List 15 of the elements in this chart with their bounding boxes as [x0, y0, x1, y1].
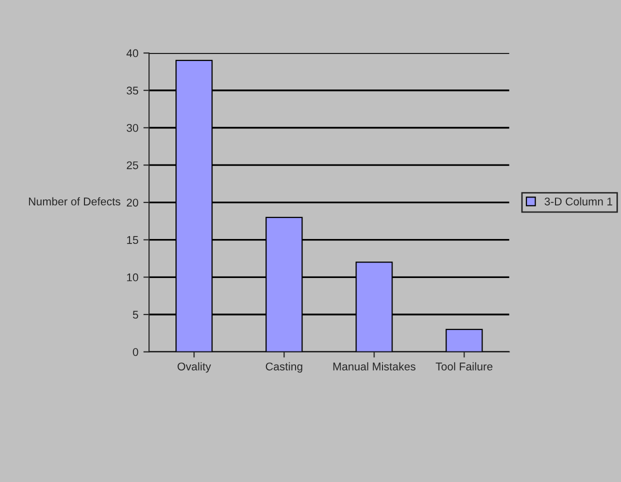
y-tick-label: 35 — [126, 86, 138, 95]
y-tick-label: 0 — [132, 348, 138, 356]
y-tick-label: 30 — [126, 124, 138, 132]
y-tick-label: 5 — [132, 310, 138, 319]
x-tick-label: Ovality — [178, 362, 212, 373]
legend-label: 3-D Column 1 — [544, 197, 612, 206]
x-tick-label: Tool Failure — [436, 362, 492, 370]
y-tick-label: 40 — [126, 49, 138, 58]
y-tick-label: 20 — [126, 198, 138, 207]
y-axis-title: Number of Defects — [29, 197, 120, 206]
y-tick-label: 15 — [127, 236, 138, 244]
y-tick-label: 25 — [126, 161, 138, 170]
x-tick-label: Manual Mistakes — [333, 362, 416, 370]
x-tick-label: Casting — [266, 362, 302, 373]
y-tick-label: 10 — [127, 273, 138, 282]
